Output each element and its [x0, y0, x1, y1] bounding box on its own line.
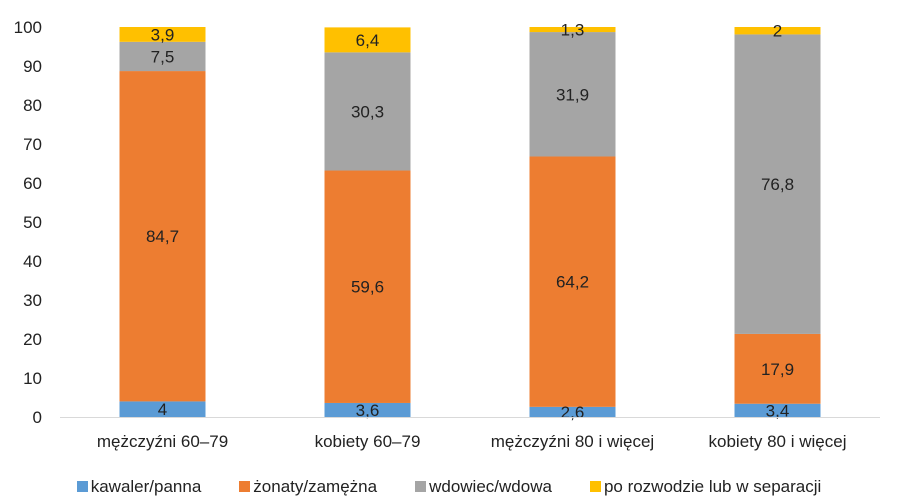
bar-segment — [529, 27, 616, 33]
y-tick-label: 80 — [23, 96, 42, 115]
data-label: 3,6 — [356, 401, 380, 420]
y-tick-label: 90 — [23, 57, 42, 76]
bar-segment — [324, 52, 411, 171]
y-tick-label: 40 — [23, 252, 42, 271]
data-label: 4 — [158, 400, 167, 419]
y-tick-label: 20 — [23, 330, 42, 349]
y-tick-label: 10 — [23, 369, 42, 388]
legend-item: wdowiec/wdowa — [415, 477, 552, 497]
data-label: 6,4 — [356, 31, 380, 50]
stacked-bar-chart: 0 10 20 30 40 50 60 70 80 90 100 4 84,7 7,5 3,9 3,6 59,… — [14, 18, 880, 451]
bar-segment — [119, 27, 206, 42]
bar-segment — [324, 170, 411, 403]
bars — [119, 27, 821, 417]
y-tick-label: 0 — [33, 408, 42, 427]
y-axis: 0 10 20 30 40 50 60 70 80 90 100 — [14, 18, 42, 427]
x-category-label: mężczyźni 80 i więcej — [491, 432, 654, 451]
data-label: 7,5 — [151, 47, 175, 66]
y-tick-label: 30 — [23, 291, 42, 310]
legend-swatch — [415, 481, 427, 492]
bar-segment — [119, 41, 206, 72]
data-label: 3,9 — [151, 25, 175, 44]
data-label: 2 — [773, 22, 782, 41]
legend-label: żonaty/zamężna — [253, 476, 378, 496]
legend: kawaler/panna żonaty/zamężna wdowiec/wdowa… — [0, 476, 898, 497]
data-label: 59,6 — [351, 278, 384, 297]
legend-label: po rozwodzie lub w separacji — [603, 476, 822, 496]
y-tick-label: 50 — [23, 213, 42, 232]
x-category-label: kobiety 80 i więcej — [709, 432, 847, 451]
data-label: 3,4 — [766, 401, 790, 420]
data-label: 30,3 — [351, 102, 384, 121]
bar-segment — [529, 156, 616, 407]
bar-segment — [734, 27, 821, 35]
y-tick-label: 100 — [14, 18, 42, 37]
legend-item: po rozwodzie lub w separacji — [589, 476, 822, 497]
bar-segment — [324, 402, 411, 417]
bar-segment — [734, 333, 821, 404]
legend-item: kawaler/panna — [76, 476, 202, 497]
bar-segment — [734, 34, 821, 334]
data-label: 31,9 — [556, 85, 589, 104]
bar-segment — [119, 401, 206, 417]
data-labels: 4 84,7 7,5 3,9 3,6 59,6 30,3 6,4 2,6 64,2 31,9 1,3 3… — [146, 21, 794, 422]
bar-segment — [324, 27, 411, 53]
legend-label: kawaler/panna — [90, 476, 202, 496]
legend-swatch — [76, 481, 88, 492]
y-tick-label: 70 — [23, 135, 42, 154]
legend-swatch — [239, 481, 251, 492]
data-label: 1,3 — [561, 21, 585, 40]
legend-item: żonaty/zamężna — [239, 477, 377, 497]
x-category-label: kobiety 60–79 — [315, 432, 421, 451]
bar-segment — [529, 406, 616, 417]
bar-segment — [529, 32, 616, 157]
legend-label: wdowiec/wdowa — [429, 476, 552, 496]
data-label: 17,9 — [761, 360, 794, 379]
data-label: 76,8 — [761, 175, 794, 194]
y-tick-label: 60 — [23, 174, 42, 193]
data-label: 64,2 — [556, 273, 589, 292]
x-axis: mężczyźni 60–79 kobiety 60–79 mężczyźni 80… — [60, 417, 880, 451]
bar-segment — [734, 403, 821, 417]
bar-segment — [119, 71, 206, 402]
x-category-label: mężczyźni 60–79 — [97, 432, 228, 451]
data-label: 2,6 — [561, 403, 585, 422]
legend-swatch — [589, 481, 601, 492]
data-label: 84,7 — [146, 227, 179, 246]
